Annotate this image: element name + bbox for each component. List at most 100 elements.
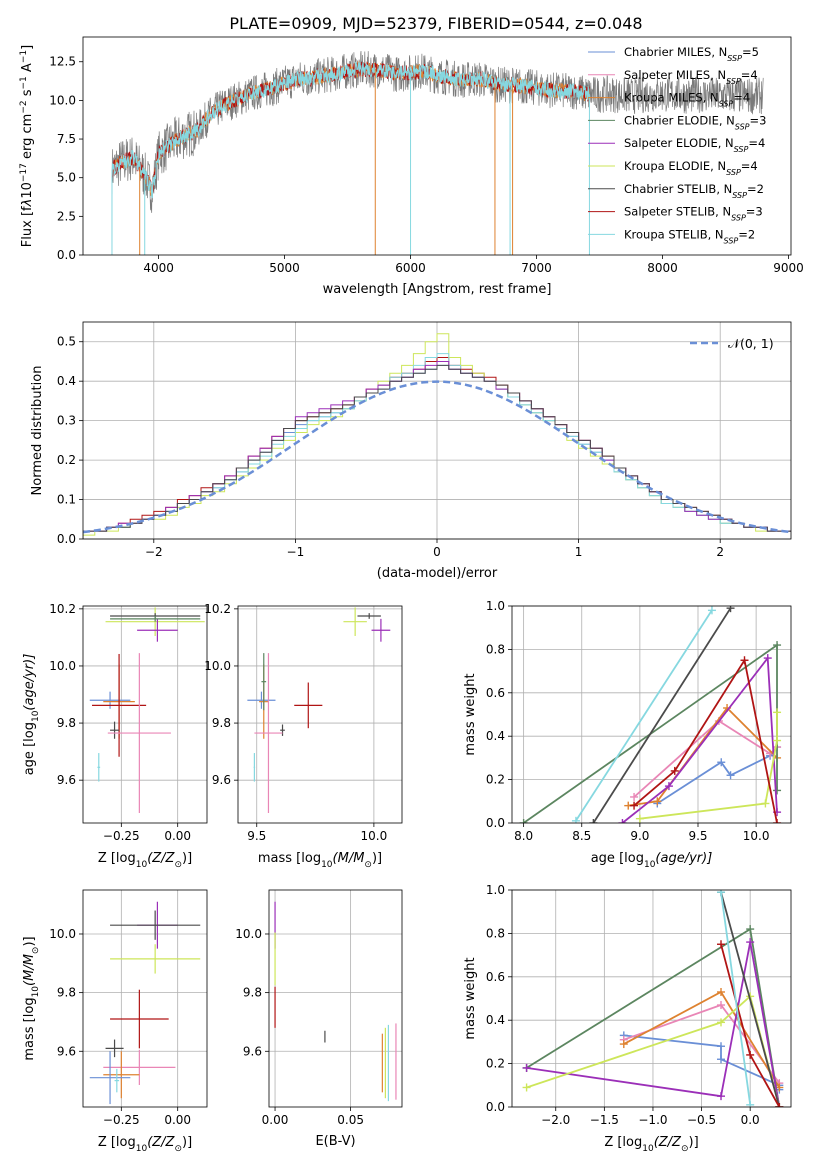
x-axis-label-part: Z [log <box>98 851 136 866</box>
axes-frame <box>511 889 792 1108</box>
y-tick-label: 1.0 <box>486 599 505 613</box>
legend-entry-name: Chabrier MILES <box>624 45 711 59</box>
legend-entry-n: , N <box>710 68 726 82</box>
y-tick-label: 9.8 <box>243 986 262 1000</box>
y-axis-label-part: 10 <box>31 710 41 722</box>
x-tick-label: 7000 <box>521 261 552 275</box>
weight-line-chabrier_miles <box>656 746 778 805</box>
legend-entry-count: =3 <box>750 113 767 127</box>
weight-line-kroupa_elodie <box>639 712 778 820</box>
legend-entry-sub: SSP <box>724 236 739 245</box>
legend-entry-name: Kroupa STELIB <box>624 227 708 241</box>
y-axis-label-part: 10 <box>20 182 35 199</box>
y-tick-label: 0.0 <box>57 248 76 262</box>
y-axis-label: Normed distribution <box>30 366 45 496</box>
x-axis-label: age [log10(age/yr)] <box>591 851 713 870</box>
x-tick-label: 0.0 <box>741 1113 760 1127</box>
legend-entry-sub: SSP <box>726 168 741 177</box>
y-tick-label: 0.2 <box>57 453 76 467</box>
x-tick-label: 4000 <box>143 261 174 275</box>
legend-entry-count: =4 <box>733 91 750 105</box>
legend-entry: Chabrier STELIB, NSSP=2 <box>624 182 764 200</box>
x-axis-label-part: (Z/Z <box>147 851 175 866</box>
y-tick-label: 5.0 <box>57 171 76 185</box>
axes-frame <box>82 321 792 540</box>
x-tick-label: 9000 <box>773 261 804 275</box>
x-tick-label: −0.25 <box>103 1113 140 1127</box>
y-axis-label: age [log10(age/yr)] <box>22 654 41 776</box>
y-tick-label: 10.2 <box>204 602 231 616</box>
legend-entry-count: =5 <box>742 45 759 59</box>
x-tick-label: 1 <box>575 545 583 559</box>
panel-age-weight: 8.0 8.5 9.0 9.5 10.0 0.0 0.2 0.4 0.6 0.8 1.0 age [l… <box>463 599 792 870</box>
x-axis-label-part: 10 <box>321 860 333 870</box>
plot-area <box>519 606 782 823</box>
x-axis-label: mass [log10(M/M⊙)] <box>258 851 382 870</box>
legend-entry-count: =4 <box>748 136 765 150</box>
legend-entry: Kroupa ELODIE, NSSP=4 <box>624 159 758 177</box>
x-axis-label-part: (Z/Z <box>654 1135 682 1150</box>
x-tick-label: 0.00 <box>262 1113 289 1127</box>
x-tick-label: 10.0 <box>743 829 770 843</box>
y-axis-label-part: Flux [f <box>20 206 35 247</box>
x-axis-label-part: (M/M <box>333 851 365 866</box>
x-tick-label: 9.5 <box>247 829 266 843</box>
x-axis-label-part: ⊙ <box>174 1144 182 1154</box>
plot-area <box>89 901 201 1105</box>
x-tick-label: 5000 <box>269 261 300 275</box>
y-tick-label: 0.5 <box>57 335 76 349</box>
weight-line-chabrier_stelib <box>720 891 781 1107</box>
x-tick-label: 9.5 <box>688 829 707 843</box>
y-tick-label: 0.6 <box>486 686 505 700</box>
legend-entry-n: , N <box>703 91 719 105</box>
x-axis-label-part: mass [log <box>258 851 321 866</box>
panel-ebv-mass: 0.00 0.05 9.6 9.8 10.0 E(B-V) <box>235 889 403 1149</box>
y-tick-label: 2.5 <box>57 209 76 223</box>
legend-entry: Salpeter ELODIE, NSSP=4 <box>624 136 765 154</box>
legend-entry-sub: SSP <box>732 190 747 199</box>
legend-entry-name: Salpeter MILES <box>624 68 710 82</box>
x-tick-label: 2 <box>716 545 724 559</box>
legend-entry-name: Salpeter STELIB <box>624 205 715 219</box>
legend-entry: Chabrier MILES, NSSP=5 <box>624 45 759 63</box>
x-tick-label: 10.0 <box>361 829 388 843</box>
y-axis-label-part: λ <box>20 199 35 208</box>
y-tick-label: 10.0 <box>49 93 76 107</box>
y-tick-label: 10.0 <box>235 927 262 941</box>
y-axis-label-part: (age/yr)] <box>22 654 37 711</box>
plot-area <box>522 890 784 1107</box>
legend-entry-count: =2 <box>747 182 764 196</box>
x-tick-label: −1.5 <box>590 1113 619 1127</box>
y-axis-label-part: (M/M <box>22 954 37 986</box>
y-axis-label-part: ] <box>20 45 35 50</box>
x-axis-label-part: Z [log <box>98 1135 136 1150</box>
y-tick-label: 0.6 <box>486 970 505 984</box>
legend-entry-count: =2 <box>738 227 755 241</box>
axes-frame <box>82 889 208 1108</box>
plot-area <box>111 50 764 255</box>
x-tick-label: −2.0 <box>541 1113 570 1127</box>
y-axis-label: mass weight <box>463 673 478 755</box>
legend-entry-sub: SSP <box>734 145 749 154</box>
x-axis-label-part: ⊙ <box>364 860 372 870</box>
y-tick-label: 9.8 <box>57 716 76 730</box>
y-tick-label: 9.6 <box>57 1044 76 1058</box>
x-axis-label-part: ⊙ <box>681 1144 689 1154</box>
y-axis-label-part: )] <box>22 936 37 946</box>
y-tick-label: 9.6 <box>212 773 231 787</box>
y-axis-label-part: mass [log <box>22 997 37 1060</box>
x-tick-label: −0.5 <box>687 1113 716 1127</box>
legend-entry-name: Chabrier STELIB <box>624 182 716 196</box>
x-tick-label: 8.0 <box>514 829 533 843</box>
x-axis-label-part: ⊙ <box>174 860 182 870</box>
legend-entry-n: , N <box>715 205 731 219</box>
y-tick-label: 0.8 <box>486 926 505 940</box>
y-tick-label: 1.0 <box>486 883 505 897</box>
axes-frame <box>82 605 208 824</box>
legend-entry: Kroupa MILES, NSSP=4 <box>624 91 750 109</box>
weight-line-chabrier_stelib <box>592 607 732 823</box>
axes-frame <box>82 36 792 256</box>
x-axis-label: Z [log10(Z/Z⊙)] <box>604 1135 698 1154</box>
y-tick-label: 10.0 <box>49 659 76 673</box>
y-tick-label: 0.4 <box>486 1013 505 1027</box>
